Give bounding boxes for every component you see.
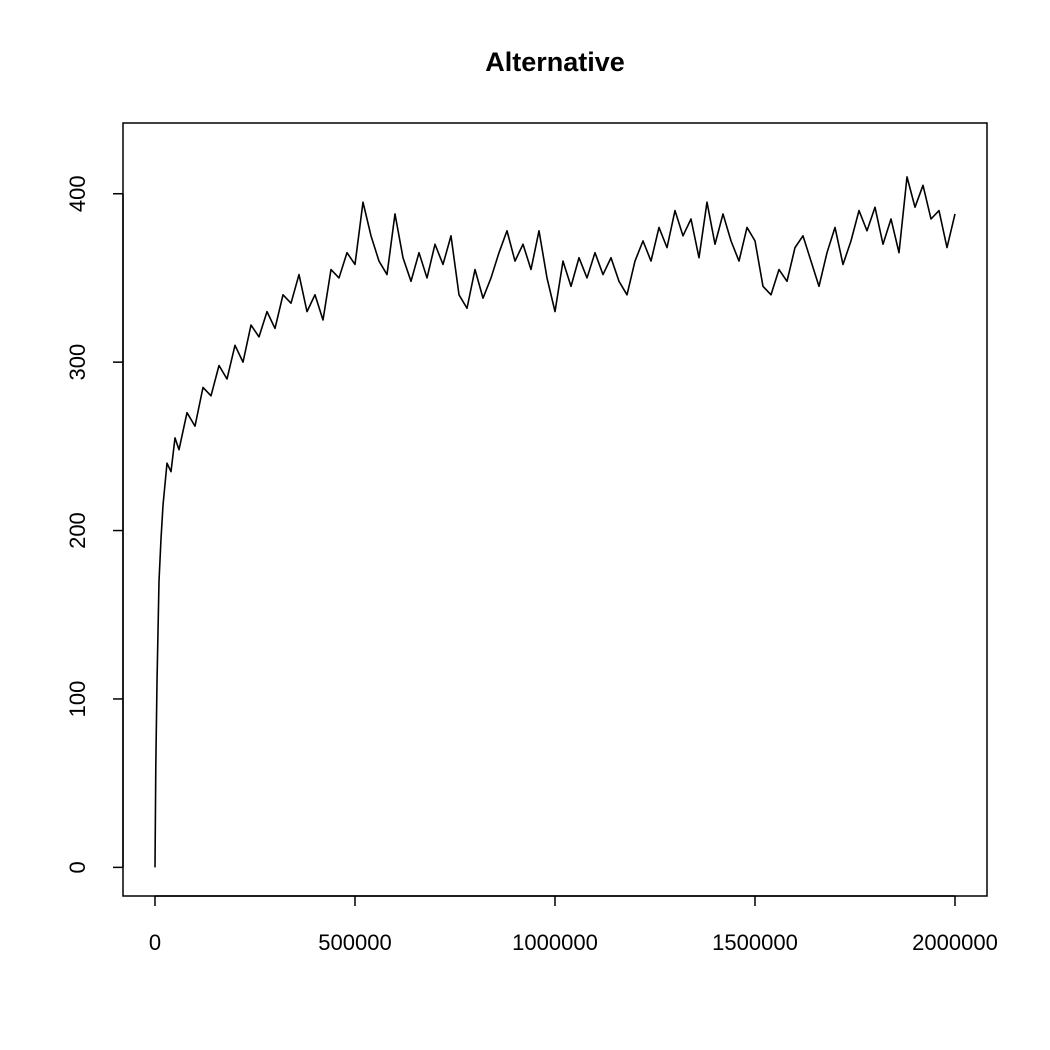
y-tick-label: 300 <box>65 344 90 381</box>
plot-box <box>122 122 988 897</box>
y-tick-label: 0 <box>65 861 90 873</box>
x-tick-label: 500000 <box>318 930 391 955</box>
y-tick-label: 100 <box>65 681 90 718</box>
y-tick-label: 200 <box>65 512 90 549</box>
x-tick-label: 0 <box>149 930 161 955</box>
x-tick-label: 1500000 <box>712 930 798 955</box>
chart-title: Alternative <box>485 47 625 77</box>
x-tick-label: 1000000 <box>512 930 598 955</box>
data-line <box>154 176 956 868</box>
x-tick-label: 2000000 <box>912 930 998 955</box>
y-tick-label: 400 <box>65 175 90 212</box>
